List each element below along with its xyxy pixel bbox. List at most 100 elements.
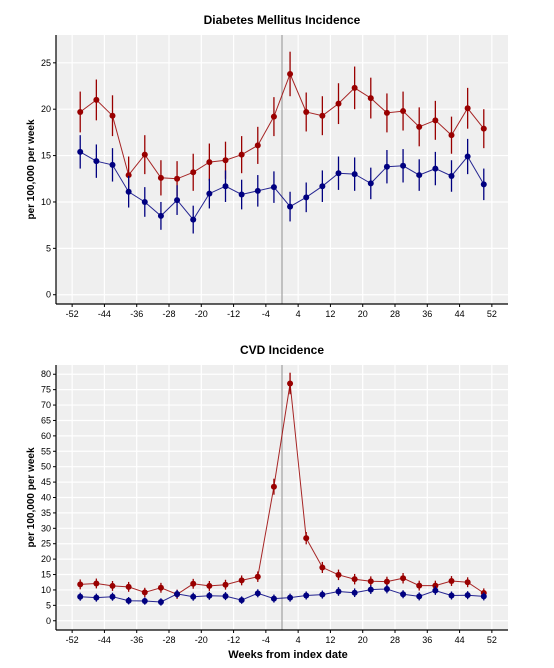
data-point: [174, 590, 181, 597]
data-point: [480, 125, 487, 132]
data-point: [335, 588, 342, 595]
data-point: [448, 172, 455, 179]
x-tick-label: -12: [227, 309, 240, 319]
data-point: [270, 184, 277, 191]
data-point: [125, 172, 132, 179]
y-tick-label: 60: [41, 431, 51, 441]
data-point: [174, 175, 181, 182]
y-tick-label: 25: [41, 539, 51, 549]
data-point: [93, 580, 100, 587]
y-tick-label: 5: [46, 243, 51, 253]
data-point: [125, 188, 132, 195]
data-point: [464, 153, 471, 160]
data-point: [464, 579, 471, 586]
x-tick-label: -4: [262, 309, 270, 319]
y-tick-label: 15: [41, 570, 51, 580]
x-tick-label: 20: [358, 309, 368, 319]
data-point: [157, 174, 164, 181]
x-tick-label: 52: [487, 309, 497, 319]
data-point: [93, 96, 100, 103]
x-tick-label: 12: [325, 309, 335, 319]
x-tick-label: 44: [455, 309, 465, 319]
x-tick-label: 36: [422, 309, 432, 319]
y-tick-label: 75: [41, 385, 51, 395]
chart-title: CVD Incidence: [240, 343, 324, 357]
series-1: [77, 584, 487, 606]
x-tick-label: -28: [162, 635, 175, 645]
data-point: [141, 598, 148, 605]
data-point: [383, 109, 390, 116]
data-point: [222, 183, 229, 190]
data-point: [416, 582, 423, 589]
data-point: [303, 194, 310, 201]
data-point: [400, 108, 407, 115]
y-tick-label: 35: [41, 508, 51, 518]
data-point: [109, 593, 116, 600]
x-tick-label: -44: [98, 635, 111, 645]
data-point: [432, 582, 439, 589]
x-tick-label: 44: [455, 635, 465, 645]
data-point: [303, 535, 310, 542]
data-point: [190, 593, 197, 600]
y-tick-label: 55: [41, 446, 51, 456]
data-point: [206, 582, 213, 589]
data-point: [383, 578, 390, 585]
data-point: [254, 142, 261, 149]
data-point: [303, 108, 310, 115]
data-point: [351, 171, 358, 178]
y-tick-label: 0: [46, 290, 51, 300]
x-tick-label: 28: [390, 635, 400, 645]
data-point: [351, 84, 358, 91]
data-point: [335, 170, 342, 177]
x-tick-label: 52: [487, 635, 497, 645]
data-point: [222, 581, 229, 588]
y-tick-label: 20: [41, 104, 51, 114]
data-point: [367, 578, 374, 585]
y-tick-label: 10: [41, 585, 51, 595]
x-tick-label: 4: [296, 635, 301, 645]
y-axis-label: per 100,000 per week: [26, 447, 37, 548]
data-point: [287, 594, 294, 601]
y-tick-label: 25: [41, 58, 51, 68]
x-tick-label: -44: [98, 309, 111, 319]
x-tick-label: -36: [130, 309, 143, 319]
data-point: [157, 598, 164, 605]
data-point: [448, 132, 455, 139]
data-point: [270, 113, 277, 120]
data-point: [319, 564, 326, 571]
x-tick-label: -52: [66, 635, 79, 645]
data-point: [464, 105, 471, 112]
x-tick-label: -12: [227, 635, 240, 645]
data-point: [206, 190, 213, 197]
data-point: [206, 592, 213, 599]
series-line: [79, 151, 485, 221]
data-point: [77, 108, 84, 115]
y-tick-label: 0: [46, 616, 51, 626]
data-point: [448, 592, 455, 599]
x-tick-label: 36: [422, 635, 432, 645]
x-tick-label: 28: [390, 309, 400, 319]
x-tick-label: -20: [195, 635, 208, 645]
series-1: [77, 135, 487, 234]
data-point: [93, 594, 100, 601]
y-tick-label: 70: [41, 400, 51, 410]
data-point: [335, 571, 342, 578]
chart-title: Diabetes Mellitus Incidence: [204, 13, 361, 27]
data-point: [254, 573, 261, 580]
data-point: [319, 591, 326, 598]
data-point: [432, 117, 439, 124]
data-point: [77, 148, 84, 155]
data-point: [157, 212, 164, 219]
data-point: [400, 591, 407, 598]
data-point: [206, 159, 213, 166]
x-tick-label: -36: [130, 635, 143, 645]
data-point: [238, 151, 245, 158]
y-tick-label: 5: [46, 600, 51, 610]
data-point: [367, 586, 374, 593]
data-point: [190, 169, 197, 176]
data-point: [287, 70, 294, 77]
series-0: [77, 51, 487, 197]
y-tick-label: 40: [41, 493, 51, 503]
y-tick-label: 15: [41, 151, 51, 161]
